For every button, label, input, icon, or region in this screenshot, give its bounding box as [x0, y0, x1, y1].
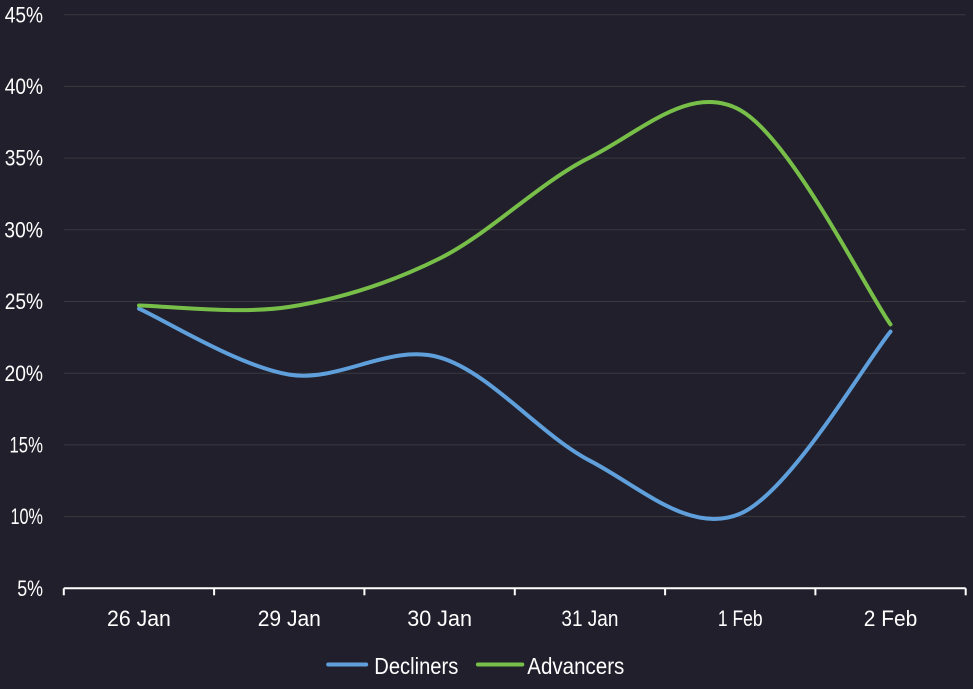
svg-text:5%: 5%: [17, 576, 43, 601]
svg-text:25%: 25%: [5, 289, 43, 314]
svg-text:45%: 45%: [5, 2, 43, 27]
svg-text:15%: 15%: [10, 433, 44, 458]
svg-text:Advancers: Advancers: [527, 653, 624, 679]
svg-text:2 Feb: 2 Feb: [864, 606, 918, 631]
svg-text:10%: 10%: [11, 504, 44, 529]
svg-text:35%: 35%: [5, 146, 43, 171]
svg-text:40%: 40%: [5, 74, 43, 99]
svg-text:30 Jan: 30 Jan: [407, 606, 472, 631]
svg-text:26 Jan: 26 Jan: [107, 606, 171, 631]
svg-text:Decliners: Decliners: [374, 653, 458, 679]
svg-text:1 Feb: 1 Feb: [718, 606, 763, 631]
svg-text:30%: 30%: [4, 217, 43, 242]
svg-text:29 Jan: 29 Jan: [258, 606, 321, 631]
svg-text:31 Jan: 31 Jan: [561, 606, 618, 631]
svg-text:20%: 20%: [5, 361, 44, 386]
